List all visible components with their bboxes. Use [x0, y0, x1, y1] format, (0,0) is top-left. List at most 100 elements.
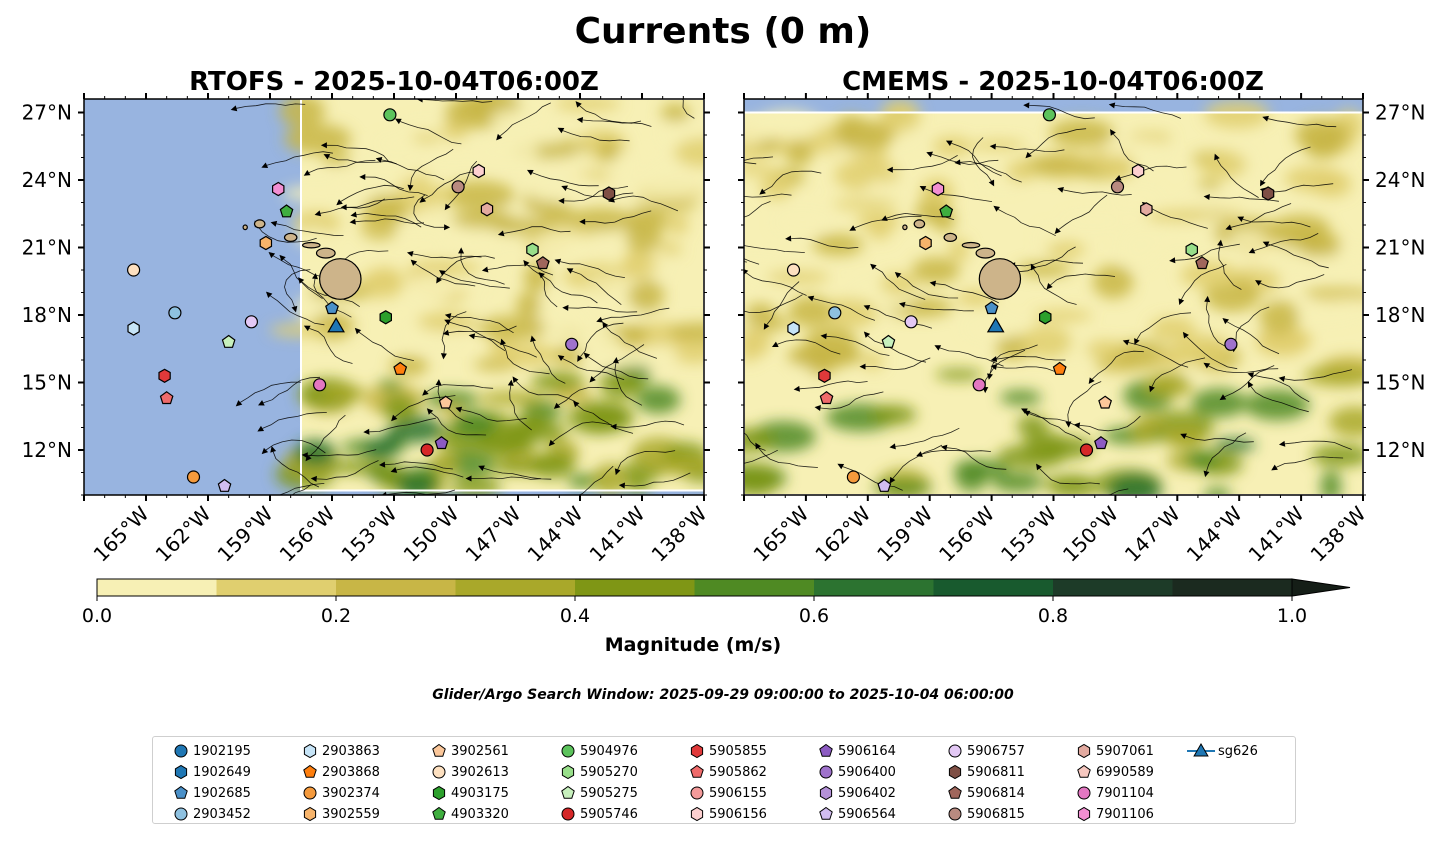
marker-2903868: [393, 361, 408, 375]
streamline-arrow: [793, 385, 800, 392]
legend-label: 6990589: [1096, 765, 1154, 780]
field-patch: [1294, 117, 1350, 152]
streamline: [1033, 268, 1077, 305]
x-tick-label: 144°W: [523, 501, 588, 566]
streamline: [291, 484, 312, 495]
marker-7901106: [272, 181, 285, 197]
field-patch: [785, 141, 814, 166]
streamline-arrow: [990, 356, 998, 363]
field-patch: [1062, 215, 1123, 227]
streamline-arrow: [886, 166, 893, 173]
streamline: [1253, 233, 1319, 251]
marker-5905275: [881, 334, 896, 348]
streamline-arrow: [706, 417, 714, 425]
streamline: [578, 465, 614, 495]
streamline: [935, 283, 999, 304]
marker-5906400: [565, 337, 579, 351]
map-panel-cmems: 165°W162°W159°W156°W153°W150°W147°W144°W…: [705, 93, 1425, 567]
streamline: [396, 466, 464, 478]
legend-label: 3902561: [451, 744, 509, 759]
streamline: [587, 356, 649, 380]
marker-5906815: [451, 180, 465, 194]
field-patch: [523, 262, 549, 293]
panel-title-cmems: CMEMS - 2025-10-04T06:00Z: [842, 67, 1264, 97]
legend-label: 5906564: [838, 807, 896, 822]
field-patch: [1259, 300, 1300, 334]
streamline: [340, 184, 404, 202]
streamline-arrow: [919, 185, 927, 192]
streamline-arrow: [257, 425, 265, 432]
marker-5904976: [1042, 108, 1057, 122]
legend-label: sg626: [1218, 744, 1258, 759]
legend-label: 5905855: [709, 744, 767, 759]
streamline: [1216, 158, 1259, 198]
legend-marker-icon: [690, 743, 704, 759]
field-patch: [744, 464, 781, 495]
streamline-arrow: [444, 319, 451, 325]
field-patch: [622, 251, 656, 277]
streamline: [272, 451, 320, 488]
streamline-arrow: [320, 142, 327, 149]
streamline-arrow: [558, 197, 565, 204]
colorbar-label: Magnitude (m/s): [605, 634, 782, 656]
streamline-arrow: [426, 408, 434, 415]
field-patch: [1173, 333, 1232, 365]
streamline-arrow: [359, 174, 366, 180]
streamline-arrow: [1203, 470, 1210, 478]
streamline-arrow: [575, 101, 582, 108]
marker-5905275: [221, 334, 236, 348]
streamline: [921, 450, 991, 455]
streamline-arrow: [561, 185, 568, 192]
legend-label: 1902685: [193, 786, 251, 801]
legend: 1902195 1902649 1902685 2903452 2903863 29038…: [152, 736, 1296, 824]
streamline: [744, 156, 774, 161]
legend-marker-icon: [948, 807, 962, 821]
field-patch: [744, 428, 776, 453]
streamline-arrow: [1271, 464, 1278, 471]
field-patch: [451, 411, 497, 437]
streamline-arrow: [458, 247, 465, 254]
legend-marker-icon: [174, 807, 188, 821]
field-patch: [879, 273, 919, 295]
field-patch: [490, 109, 536, 129]
legend-label: 5907061: [1096, 744, 1154, 759]
field-patch: [1185, 449, 1219, 469]
field-patch: [999, 390, 1042, 406]
colorbar-segment: [933, 579, 1054, 596]
streamline: [1058, 194, 1108, 230]
colorbar-segment: [216, 579, 337, 596]
legend-marker-icon: [561, 744, 575, 758]
field-patch: [1325, 299, 1363, 314]
marker-7901104: [313, 378, 327, 392]
streamline: [613, 195, 679, 212]
field-patch: [294, 439, 336, 467]
streamline-arrow: [1278, 440, 1286, 447]
streamline: [308, 159, 376, 173]
legend-label: 5905270: [580, 765, 638, 780]
colorbar-segment: [814, 579, 934, 596]
streamline: [316, 460, 379, 480]
y-tick-label: 21°N: [1375, 236, 1425, 260]
streamline: [532, 172, 599, 187]
streamline-arrow: [707, 455, 714, 462]
field-patch: [997, 444, 1066, 469]
streamline: [582, 119, 652, 127]
streamline-arrow: [1057, 187, 1064, 193]
streamline-arrow: [889, 476, 896, 484]
streamline-arrow: [705, 226, 713, 234]
legend-marker-icon: [303, 786, 317, 800]
streamline: [266, 151, 333, 166]
field-patch: [1271, 214, 1330, 243]
streamline-arrow: [1180, 433, 1187, 440]
marker-5905862: [819, 391, 834, 405]
field-patch: [1300, 256, 1355, 273]
field-patch: [449, 477, 502, 495]
field-patch: [1145, 210, 1211, 223]
streamline: [1218, 245, 1242, 290]
legend-marker-icon: [1077, 806, 1091, 822]
streamline-arrow: [612, 357, 619, 364]
field-patch: [470, 137, 540, 166]
streamline-arrow: [837, 463, 845, 470]
streamline: [984, 349, 1026, 388]
streamline: [892, 444, 943, 479]
